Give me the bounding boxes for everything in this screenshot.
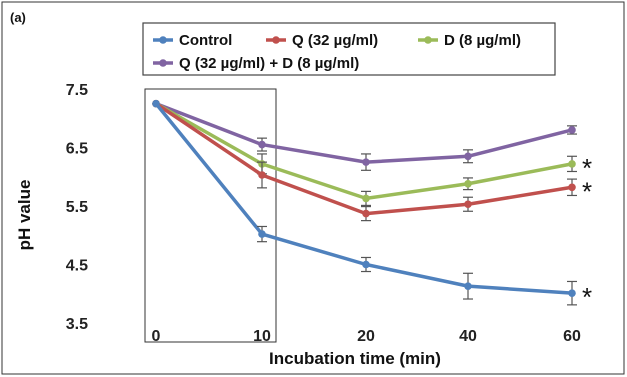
highlight-box (144, 88, 277, 343)
y-tick-label: 4.5 (66, 258, 88, 275)
significance-asterisk: * (582, 153, 592, 183)
data-point (362, 158, 370, 166)
x-tick-label: 10 (253, 328, 271, 345)
x-axis: 0 10 20 40 60 (152, 328, 581, 345)
legend-item: Q (32 µg/ml) (266, 32, 378, 49)
x-tick-label: 20 (357, 328, 375, 345)
data-point (152, 99, 160, 108)
significance-asterisk: * (582, 282, 592, 312)
legend: Control Q (32 µg/ml) D (8 µg/ml) Q (32 µg/m… (153, 32, 521, 72)
legend-label: Control (179, 32, 232, 49)
legend-marker (159, 36, 167, 44)
legend-marker (424, 36, 432, 44)
data-point (258, 171, 266, 179)
y-tick-label: 5.5 (66, 199, 88, 216)
series-0: * (152, 99, 592, 312)
panel-label: (a) (10, 10, 26, 25)
y-tick-label: 7.5 (66, 82, 88, 99)
y-axis-title: pH value (15, 180, 34, 251)
data-point (568, 289, 576, 297)
legend-label: Q (32 µg/ml) + D (8 µg/ml) (179, 55, 359, 72)
legend-item: Control (153, 32, 232, 49)
data-point (362, 194, 370, 203)
legend-item: Q (32 µg/ml) + D (8 µg/ml) (153, 55, 359, 72)
legend-item: D (8 µg/ml) (418, 32, 521, 49)
data-point (362, 260, 370, 269)
data-point (464, 152, 472, 161)
data-point (568, 126, 576, 134)
x-tick-label: 40 (459, 328, 477, 345)
legend-label: Q (32 µg/ml) (292, 32, 378, 49)
data-point (464, 200, 472, 209)
x-axis-title: Incubation time (min) (269, 349, 441, 368)
data-point (258, 140, 266, 149)
legend-box (142, 22, 556, 76)
legend-marker (272, 36, 280, 44)
legend-marker (159, 59, 167, 67)
data-point (464, 282, 472, 290)
plot-area: *** (152, 99, 592, 312)
y-axis: 7.5 6.5 5.5 4.5 3.5 (66, 82, 88, 333)
significance-asterisk: * (582, 176, 592, 206)
data-point (362, 209, 370, 218)
y-tick-label: 6.5 (66, 141, 88, 158)
data-point (464, 179, 472, 188)
data-point (568, 160, 576, 168)
x-tick-label: 60 (563, 328, 581, 345)
legend-label: D (8 µg/ml) (444, 32, 521, 49)
data-point (568, 183, 576, 192)
y-tick-label: 3.5 (66, 316, 88, 333)
data-point (258, 230, 266, 238)
x-tick-label: 0 (152, 328, 161, 345)
